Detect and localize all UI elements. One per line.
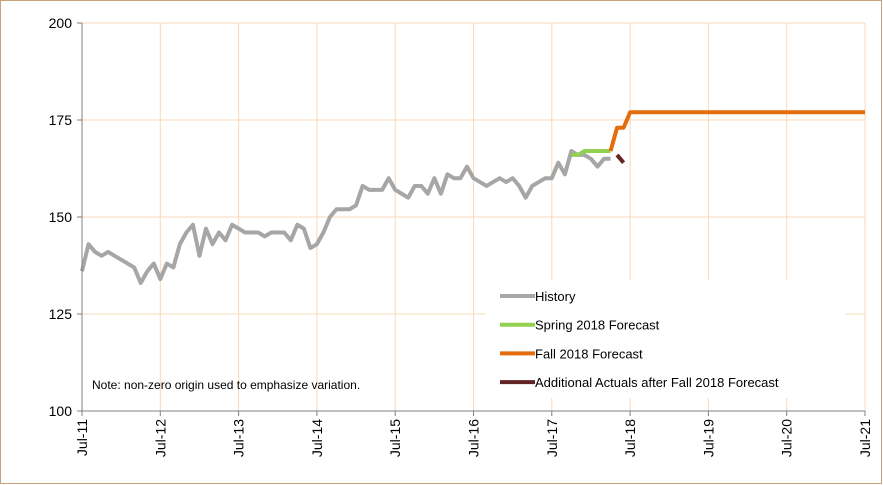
x-tick-label: Jul-21 bbox=[857, 419, 873, 457]
axes: 100 125 150 175 200 Jul-11 Jul-12 Jul-13 Jul-14 J… bbox=[49, 15, 873, 457]
x-tick-label: Jul-12 bbox=[152, 419, 168, 457]
legend-label: History bbox=[535, 289, 576, 304]
legend-label: Fall 2018 Forecast bbox=[535, 346, 643, 361]
x-tick-label: Jul-19 bbox=[700, 419, 716, 457]
series-line bbox=[608, 110, 865, 152]
y-tick-label: 125 bbox=[49, 306, 73, 322]
legend: History Spring 2018 Forecast Fall 2018 For… bbox=[500, 289, 779, 390]
lines bbox=[80, 110, 865, 285]
x-tick-label: Jul-14 bbox=[309, 419, 325, 457]
series-line bbox=[571, 149, 611, 157]
x-tick-label: Jul-15 bbox=[387, 419, 403, 457]
x-tick-label: Jul-16 bbox=[466, 419, 482, 457]
x-tick-label: Jul-17 bbox=[544, 419, 560, 457]
x-tick-label: Jul-18 bbox=[622, 419, 638, 457]
series-line bbox=[80, 149, 611, 285]
legend-label: Additional Actuals after Fall 2018 Forec… bbox=[535, 375, 779, 390]
legend-label: Spring 2018 Forecast bbox=[535, 318, 660, 333]
y-tick-label: 150 bbox=[49, 209, 73, 225]
x-tick-label: Jul-13 bbox=[231, 419, 247, 457]
y-tick-label: 100 bbox=[49, 403, 73, 419]
x-tick-label: Jul-11 bbox=[74, 419, 90, 456]
series-line bbox=[615, 153, 626, 164]
y-tick-label: 175 bbox=[49, 112, 73, 128]
x-tick-label: Jul-20 bbox=[779, 419, 795, 457]
legend-box bbox=[485, 280, 845, 398]
annotation: Note: non-zero origin used to emphasize … bbox=[92, 378, 360, 392]
y-tick-label: 200 bbox=[49, 15, 73, 31]
